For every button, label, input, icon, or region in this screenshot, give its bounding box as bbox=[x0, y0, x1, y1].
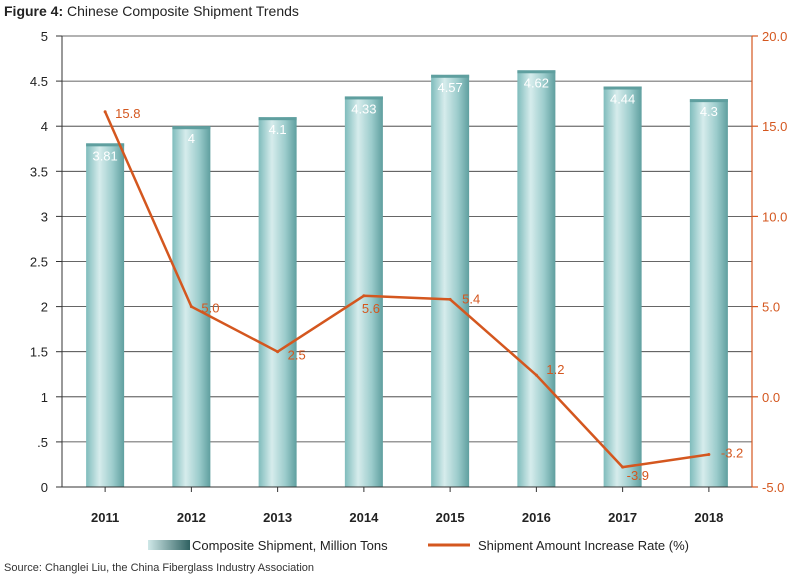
increase-rate-label: 2.5 bbox=[288, 348, 306, 363]
bar-value-label: 4 bbox=[188, 131, 195, 146]
x-tick-label: 2015 bbox=[436, 510, 465, 525]
bar bbox=[603, 86, 642, 488]
bar-value-label: 4.3 bbox=[700, 104, 718, 119]
left-tick-label: 1 bbox=[41, 390, 48, 405]
increase-rate-point bbox=[707, 453, 711, 457]
figure-title-text: Chinese Composite Shipment Trends bbox=[67, 3, 299, 19]
bar bbox=[258, 117, 297, 488]
increase-rate-line bbox=[103, 111, 710, 469]
chart-title: Figure 4: Chinese Composite Shipment Tre… bbox=[4, 3, 299, 19]
increase-rate-label: 5.4 bbox=[462, 291, 480, 306]
left-tick-label: 4.5 bbox=[30, 74, 48, 89]
left-tick-label: 3 bbox=[41, 209, 48, 224]
increase-rate-label: 5.0 bbox=[201, 301, 219, 316]
bar-top-edge bbox=[431, 74, 470, 78]
increase-rate-point bbox=[362, 294, 366, 298]
bar bbox=[86, 143, 125, 487]
increase-rate-label: 5.6 bbox=[362, 301, 380, 316]
bar-top-edge bbox=[258, 117, 297, 121]
left-tick-label: 5 bbox=[41, 29, 48, 44]
increase-rate-point bbox=[189, 305, 193, 309]
bar-top-edge bbox=[344, 96, 383, 100]
bar-top-edge bbox=[172, 126, 211, 130]
left-tick-label: 1.5 bbox=[30, 345, 48, 360]
bar-value-label: 4.57 bbox=[437, 80, 462, 95]
left-tick-label: 0 bbox=[41, 480, 48, 495]
x-tick-label: 2017 bbox=[608, 510, 637, 525]
x-tick-label: 2014 bbox=[349, 510, 379, 525]
bar-top-edge bbox=[603, 86, 642, 90]
increase-rate-label: 1.2 bbox=[546, 362, 564, 377]
x-tick-label: 2016 bbox=[522, 510, 551, 525]
bar bbox=[344, 96, 383, 488]
right-tick-label: 15.0 bbox=[762, 119, 787, 134]
left-tick-label: .5 bbox=[37, 435, 48, 450]
bar bbox=[517, 70, 556, 487]
figure-number: Figure 4: bbox=[4, 3, 64, 19]
bar-value-label: 4.33 bbox=[351, 101, 376, 116]
legend-label-bar: Composite Shipment, Million Tons bbox=[192, 538, 388, 553]
x-tick-label: 2011 bbox=[91, 510, 119, 525]
source-note: Source: Changlei Liu, the China Fibergla… bbox=[4, 562, 315, 574]
bar-value-label: 4.44 bbox=[610, 92, 635, 107]
x-tick-label: 2013 bbox=[263, 510, 292, 525]
bar-value-label: 4.62 bbox=[524, 75, 549, 90]
increase-rate-point bbox=[276, 350, 280, 354]
left-tick-label: 4 bbox=[41, 119, 48, 134]
increase-rate-point bbox=[448, 297, 452, 301]
right-tick-label: 10.0 bbox=[762, 209, 787, 224]
increase-rate-point bbox=[534, 373, 538, 377]
bar-top-edge bbox=[689, 99, 728, 103]
bar-value-label: 3.81 bbox=[92, 148, 117, 163]
increase-rate-label: -3.2 bbox=[721, 446, 743, 461]
increase-rate-point bbox=[621, 465, 625, 469]
x-tick-label: 2012 bbox=[177, 510, 206, 525]
bar bbox=[431, 74, 470, 487]
increase-rate-label: 15.8 bbox=[115, 106, 140, 121]
bar-value-label: 4.1 bbox=[269, 122, 287, 137]
increase-rate-label: -3.9 bbox=[627, 468, 649, 483]
bar-top-edge bbox=[517, 70, 556, 74]
legend-label-line: Shipment Amount Increase Rate (%) bbox=[478, 538, 689, 553]
bar bbox=[689, 99, 728, 487]
right-tick-label: 5.0 bbox=[762, 300, 780, 315]
right-tick-label: -5.0 bbox=[762, 480, 784, 495]
right-tick-label: 20.0 bbox=[762, 29, 787, 44]
right-tick-label: 0.0 bbox=[762, 390, 780, 405]
chart-area: 0 .5 1 1.5 2 2.5 3 3.5 4 4.5 5 -5.0 0.0 5.0 10.0 15.0 20… bbox=[30, 29, 787, 553]
bar-top-edge bbox=[86, 143, 125, 147]
x-tick-label: 2018 bbox=[694, 510, 723, 525]
legend-swatch-bar bbox=[148, 540, 190, 550]
left-tick-label: 2.5 bbox=[30, 255, 48, 270]
increase-rate-point bbox=[103, 110, 107, 114]
left-tick-label: 2 bbox=[41, 300, 48, 315]
left-tick-label: 3.5 bbox=[30, 164, 48, 179]
